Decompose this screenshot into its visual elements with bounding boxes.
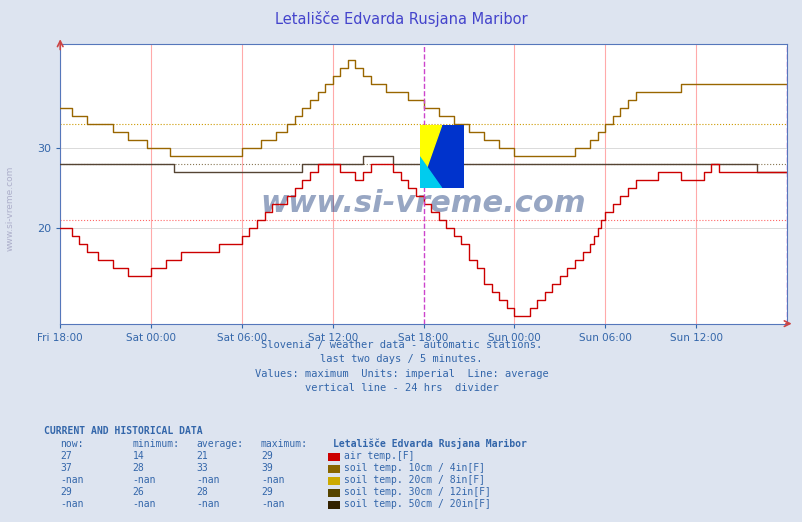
- Text: www.si-vreme.com: www.si-vreme.com: [5, 166, 14, 252]
- Text: 26: 26: [132, 487, 144, 497]
- Text: 37: 37: [60, 463, 72, 473]
- Text: -nan: -nan: [132, 499, 156, 509]
- Text: air temp.[F]: air temp.[F]: [343, 451, 414, 461]
- Text: Letališče Edvarda Rusjana Maribor: Letališče Edvarda Rusjana Maribor: [333, 438, 526, 449]
- Text: soil temp. 30cm / 12in[F]: soil temp. 30cm / 12in[F]: [343, 487, 490, 497]
- Text: average:: average:: [196, 438, 244, 449]
- Text: Letališče Edvarda Rusjana Maribor: Letališče Edvarda Rusjana Maribor: [275, 11, 527, 27]
- Text: -nan: -nan: [60, 499, 83, 509]
- Text: Slovenia / weather data - automatic stations.: Slovenia / weather data - automatic stat…: [261, 339, 541, 350]
- Text: soil temp. 20cm / 8in[F]: soil temp. 20cm / 8in[F]: [343, 475, 484, 485]
- Text: now:: now:: [60, 438, 83, 449]
- Text: 21: 21: [196, 451, 209, 461]
- Text: soil temp. 10cm / 4in[F]: soil temp. 10cm / 4in[F]: [343, 463, 484, 473]
- Text: -nan: -nan: [261, 475, 284, 485]
- Text: -nan: -nan: [60, 475, 83, 485]
- Text: Values: maximum  Units: imperial  Line: average: Values: maximum Units: imperial Line: av…: [254, 369, 548, 379]
- Text: maximum:: maximum:: [261, 438, 308, 449]
- Text: 27: 27: [60, 451, 72, 461]
- Text: CURRENT AND HISTORICAL DATA: CURRENT AND HISTORICAL DATA: [44, 425, 203, 436]
- Text: 14: 14: [132, 451, 144, 461]
- Text: 29: 29: [261, 451, 273, 461]
- Text: 28: 28: [196, 487, 209, 497]
- Text: 33: 33: [196, 463, 209, 473]
- Text: 29: 29: [60, 487, 72, 497]
- Text: -nan: -nan: [132, 475, 156, 485]
- Text: 28: 28: [132, 463, 144, 473]
- Text: 29: 29: [261, 487, 273, 497]
- Text: soil temp. 50cm / 20in[F]: soil temp. 50cm / 20in[F]: [343, 499, 490, 509]
- Text: vertical line - 24 hrs  divider: vertical line - 24 hrs divider: [304, 383, 498, 394]
- Text: last two days / 5 minutes.: last two days / 5 minutes.: [320, 354, 482, 364]
- Text: -nan: -nan: [196, 475, 220, 485]
- Text: 39: 39: [261, 463, 273, 473]
- Polygon shape: [419, 125, 441, 188]
- Text: -nan: -nan: [261, 499, 284, 509]
- Text: www.si-vreme.com: www.si-vreme.com: [261, 189, 585, 218]
- Text: -nan: -nan: [196, 499, 220, 509]
- Polygon shape: [419, 157, 441, 188]
- Text: minimum:: minimum:: [132, 438, 180, 449]
